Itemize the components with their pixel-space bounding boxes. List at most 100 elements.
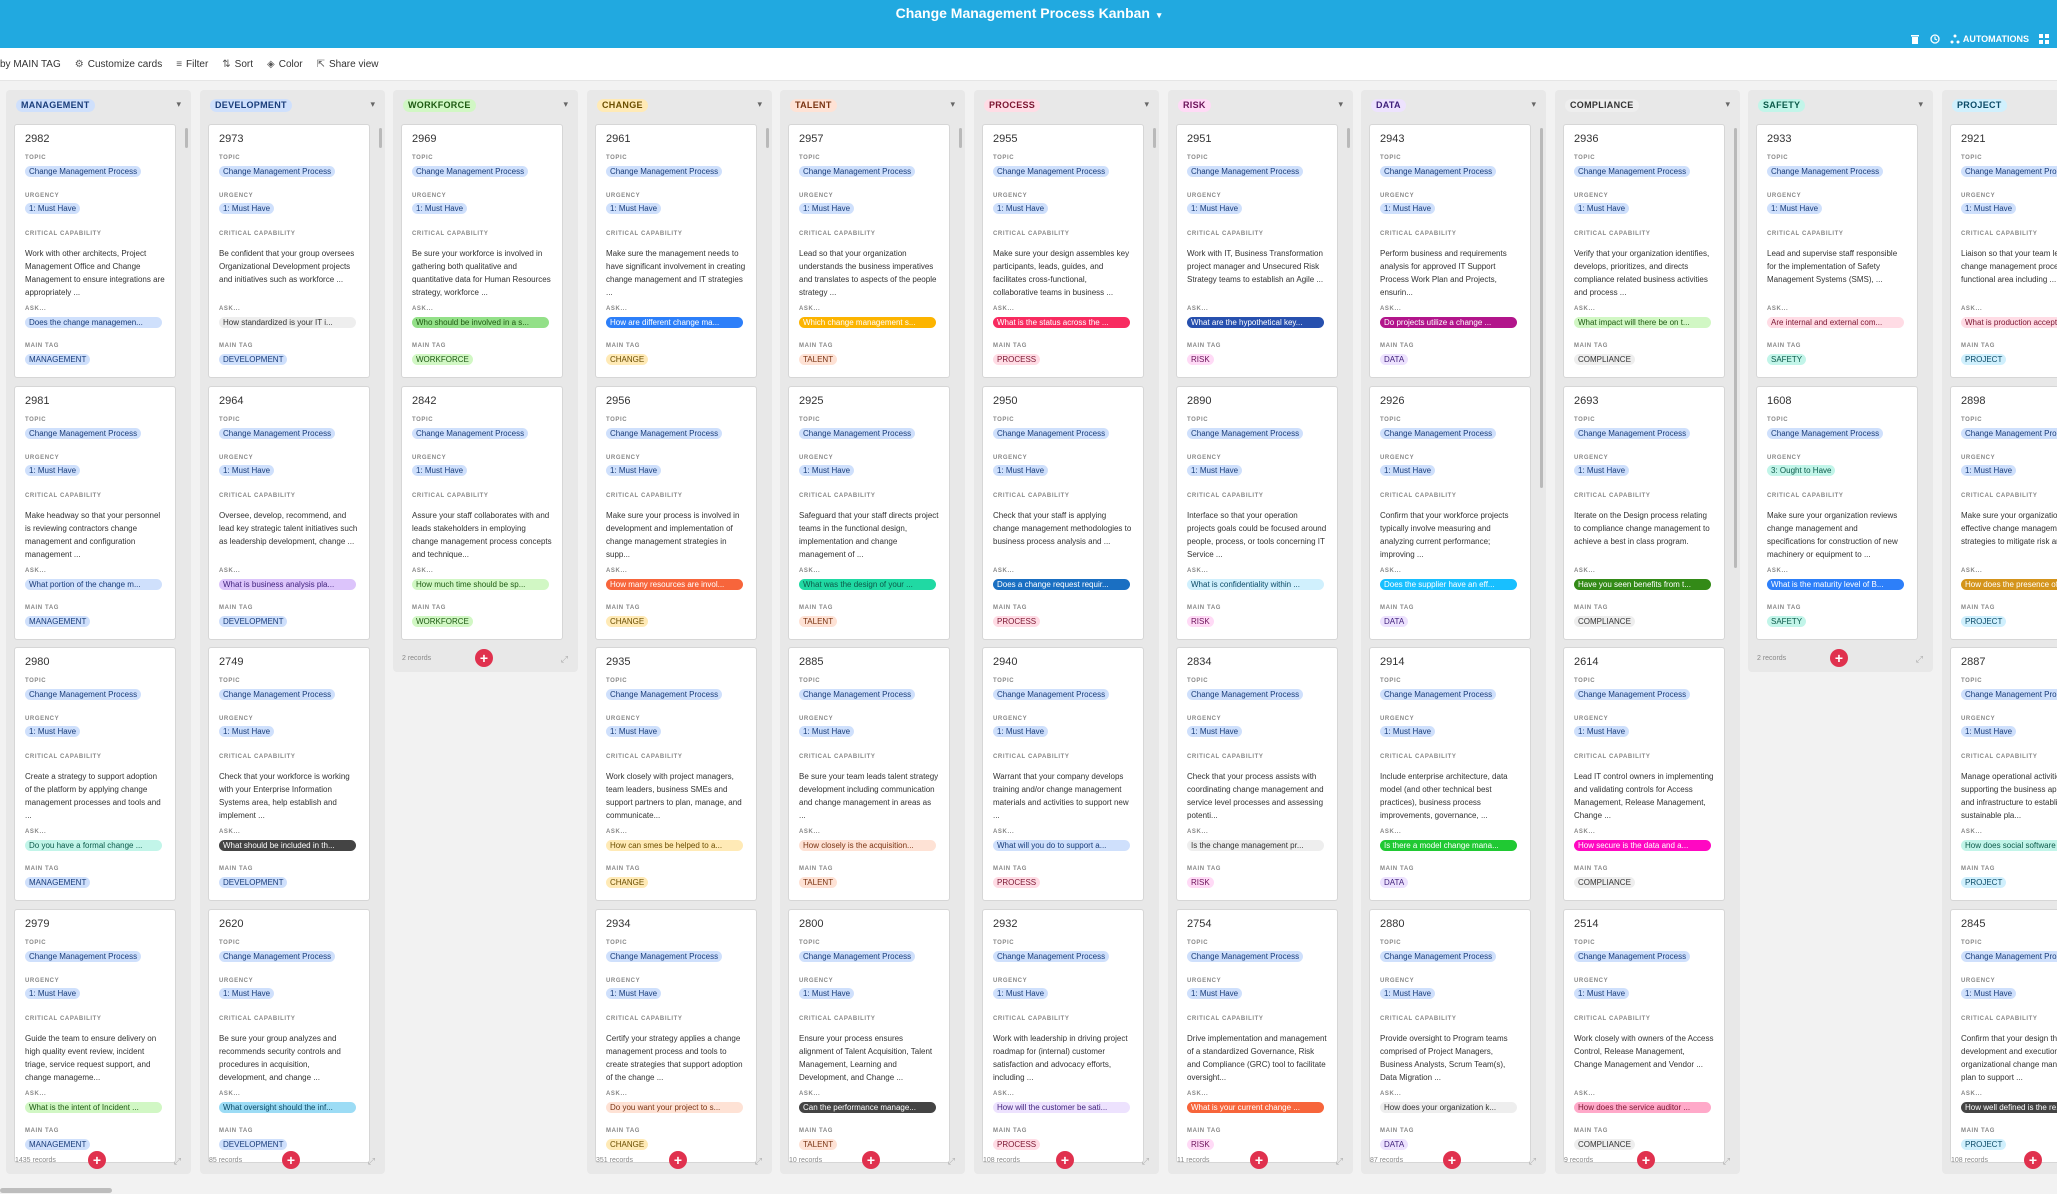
column-scrollbar[interactable] <box>1734 128 1737 568</box>
record-card[interactable]: 2885 TOPIC Change Management Process URGENC… <box>788 647 950 901</box>
add-record-button[interactable]: + <box>475 649 493 667</box>
expand-icon[interactable]: ⤢ <box>1335 1156 1343 1166</box>
column-tag[interactable]: PROJECT <box>1952 99 2007 112</box>
record-card[interactable]: 2951 TOPIC Change Management Process URGENC… <box>1176 124 1338 378</box>
toolbar-filter-button[interactable]: ≡ Filter <box>176 59 208 70</box>
column-scrollbar[interactable] <box>1153 128 1156 148</box>
trash-icon[interactable] <box>1910 34 1920 44</box>
toolbar-color-button[interactable]: ◈ Color <box>267 59 303 70</box>
toolbar-sort-button[interactable]: ⇅ Sort <box>222 59 253 70</box>
add-record-button[interactable]: + <box>862 1151 880 1169</box>
record-card[interactable]: 2961 TOPIC Change Management Process URGENC… <box>595 124 757 378</box>
column-scrollbar[interactable] <box>1347 128 1350 148</box>
add-record-button[interactable]: + <box>1056 1151 1074 1169</box>
column-tag[interactable]: DATA <box>1371 99 1406 112</box>
record-card[interactable]: 2754 TOPIC Change Management Process URGENC… <box>1176 909 1338 1163</box>
record-card[interactable]: 2926 TOPIC Change Management Process URGENC… <box>1369 386 1531 640</box>
column-scrollbar[interactable] <box>185 128 188 148</box>
record-card[interactable]: 2956 TOPIC Change Management Process URGENC… <box>595 386 757 640</box>
record-card[interactable]: 2921 TOPIC Change Management Process URGENC… <box>1950 124 2057 378</box>
column-tag[interactable]: CHANGE <box>597 99 648 112</box>
record-card[interactable]: 2932 TOPIC Change Management Process URGENC… <box>982 909 1144 1163</box>
record-card[interactable]: 2979 TOPIC Change Management Process URGENC… <box>14 909 176 1163</box>
record-card[interactable]: 2845 TOPIC Change Management Process URGENC… <box>1950 909 2057 1163</box>
record-card[interactable]: 2957 TOPIC Change Management Process URGENC… <box>788 124 950 378</box>
column-menu-icon[interactable]: ▾ <box>950 99 955 109</box>
record-card[interactable]: 2933 TOPIC Change Management Process URGENC… <box>1756 124 1918 378</box>
column-menu-icon[interactable]: ▾ <box>1725 99 1730 109</box>
column-scrollbar[interactable] <box>1540 128 1543 488</box>
record-card[interactable]: 2925 TOPIC Change Management Process URGENC… <box>788 386 950 640</box>
chevron-down-icon[interactable]: ▾ <box>1156 10 1162 20</box>
column-tag[interactable]: MANAGEMENT <box>16 99 95 112</box>
column-tag[interactable]: SAFETY <box>1758 99 1806 112</box>
record-card[interactable]: 2973 TOPIC Change Management Process URGENC… <box>208 124 370 378</box>
expand-icon[interactable]: ⤢ <box>1141 1156 1149 1166</box>
record-card[interactable]: 2890 TOPIC Change Management Process URGENC… <box>1176 386 1338 640</box>
column-scrollbar[interactable] <box>959 128 962 148</box>
expand-icon[interactable]: ⤢ <box>367 1156 375 1166</box>
record-card[interactable]: 2980 TOPIC Change Management Process URGENC… <box>14 647 176 901</box>
expand-icon[interactable]: ⤢ <box>947 1156 955 1166</box>
column-menu-icon[interactable]: ▾ <box>757 99 762 109</box>
record-card[interactable]: 2936 TOPIC Change Management Process URGENC… <box>1563 124 1725 378</box>
expand-icon[interactable]: ⤢ <box>1915 654 1923 664</box>
base-title[interactable]: Change Management Process Kanban ▾ <box>0 0 2057 26</box>
column-scrollbar[interactable] <box>766 128 769 148</box>
add-record-button[interactable]: + <box>1830 649 1848 667</box>
record-card[interactable]: 2981 TOPIC Change Management Process URGENC… <box>14 386 176 640</box>
add-record-button[interactable]: + <box>1637 1151 1655 1169</box>
expand-icon[interactable]: ⤢ <box>1528 1156 1536 1166</box>
column-tag[interactable]: TALENT <box>790 99 837 112</box>
record-card[interactable]: 2842 TOPIC Change Management Process URGENC… <box>401 386 563 640</box>
record-card[interactable]: 2887 TOPIC Change Management Process URGENC… <box>1950 647 2057 901</box>
add-record-button[interactable]: + <box>1250 1151 1268 1169</box>
record-card[interactable]: 2955 TOPIC Change Management Process URGENC… <box>982 124 1144 378</box>
expand-icon[interactable]: ⤢ <box>173 1156 181 1166</box>
add-record-button[interactable]: + <box>1443 1151 1461 1169</box>
expand-icon[interactable]: ⤢ <box>560 654 568 664</box>
base-title-text[interactable]: Change Management Process Kanban <box>895 5 1150 21</box>
record-card[interactable]: 2935 TOPIC Change Management Process URGENC… <box>595 647 757 901</box>
column-menu-icon[interactable]: ▾ <box>1531 99 1536 109</box>
record-card[interactable]: 2898 TOPIC Change Management Process URGENC… <box>1950 386 2057 640</box>
record-card[interactable]: 2943 TOPIC Change Management Process URGENC… <box>1369 124 1531 378</box>
automations-button[interactable]: AUTOMATIONS <box>1950 34 2029 44</box>
record-card[interactable]: 2914 TOPIC Change Management Process URGENC… <box>1369 647 1531 901</box>
horizontal-scrollbar[interactable] <box>0 1188 112 1193</box>
history-icon[interactable] <box>1930 34 1940 44</box>
record-card[interactable]: 2934 TOPIC Change Management Process URGENC… <box>595 909 757 1163</box>
column-menu-icon[interactable]: ▾ <box>563 99 568 109</box>
column-tag[interactable]: DEVELOPMENT <box>210 99 292 112</box>
record-card[interactable]: 2964 TOPIC Change Management Process URGENC… <box>208 386 370 640</box>
column-menu-icon[interactable]: ▾ <box>1144 99 1149 109</box>
column-tag[interactable]: WORKFORCE <box>403 99 476 112</box>
column-menu-icon[interactable]: ▾ <box>370 99 375 109</box>
record-card[interactable]: 2620 TOPIC Change Management Process URGENC… <box>208 909 370 1163</box>
record-card[interactable]: 2880 TOPIC Change Management Process URGENC… <box>1369 909 1531 1163</box>
column-menu-icon[interactable]: ▾ <box>176 99 181 109</box>
column-tag[interactable]: PROCESS <box>984 99 1041 112</box>
expand-icon[interactable]: ⤢ <box>1722 1156 1730 1166</box>
add-record-button[interactable]: + <box>669 1151 687 1169</box>
record-card[interactable]: 1608 TOPIC Change Management Process URGENC… <box>1756 386 1918 640</box>
apps-icon[interactable] <box>2039 34 2049 44</box>
toolbar-by-main-tag-button[interactable]: by MAIN TAG <box>0 59 61 70</box>
record-card[interactable]: 2969 TOPIC Change Management Process URGENC… <box>401 124 563 378</box>
record-card[interactable]: 2834 TOPIC Change Management Process URGENC… <box>1176 647 1338 901</box>
record-card[interactable]: 2514 TOPIC Change Management Process URGENC… <box>1563 909 1725 1163</box>
column-scrollbar[interactable] <box>379 128 382 148</box>
record-card[interactable]: 2950 TOPIC Change Management Process URGENC… <box>982 386 1144 640</box>
record-card[interactable]: 2614 TOPIC Change Management Process URGENC… <box>1563 647 1725 901</box>
record-card[interactable]: 2749 TOPIC Change Management Process URGENC… <box>208 647 370 901</box>
record-card[interactable]: 2982 TOPIC Change Management Process URGENC… <box>14 124 176 378</box>
toolbar-customize-cards-button[interactable]: ⚙ Customize cards <box>75 59 162 70</box>
add-record-button[interactable]: + <box>88 1151 106 1169</box>
toolbar-share-view-button[interactable]: ⇱ Share view <box>317 59 379 70</box>
column-menu-icon[interactable]: ▾ <box>1338 99 1343 109</box>
add-record-button[interactable]: + <box>2024 1151 2042 1169</box>
expand-icon[interactable]: ⤢ <box>754 1156 762 1166</box>
record-card[interactable]: 2940 TOPIC Change Management Process URGENC… <box>982 647 1144 901</box>
record-card[interactable]: 2800 TOPIC Change Management Process URGENC… <box>788 909 950 1163</box>
column-tag[interactable]: COMPLIANCE <box>1565 99 1639 112</box>
